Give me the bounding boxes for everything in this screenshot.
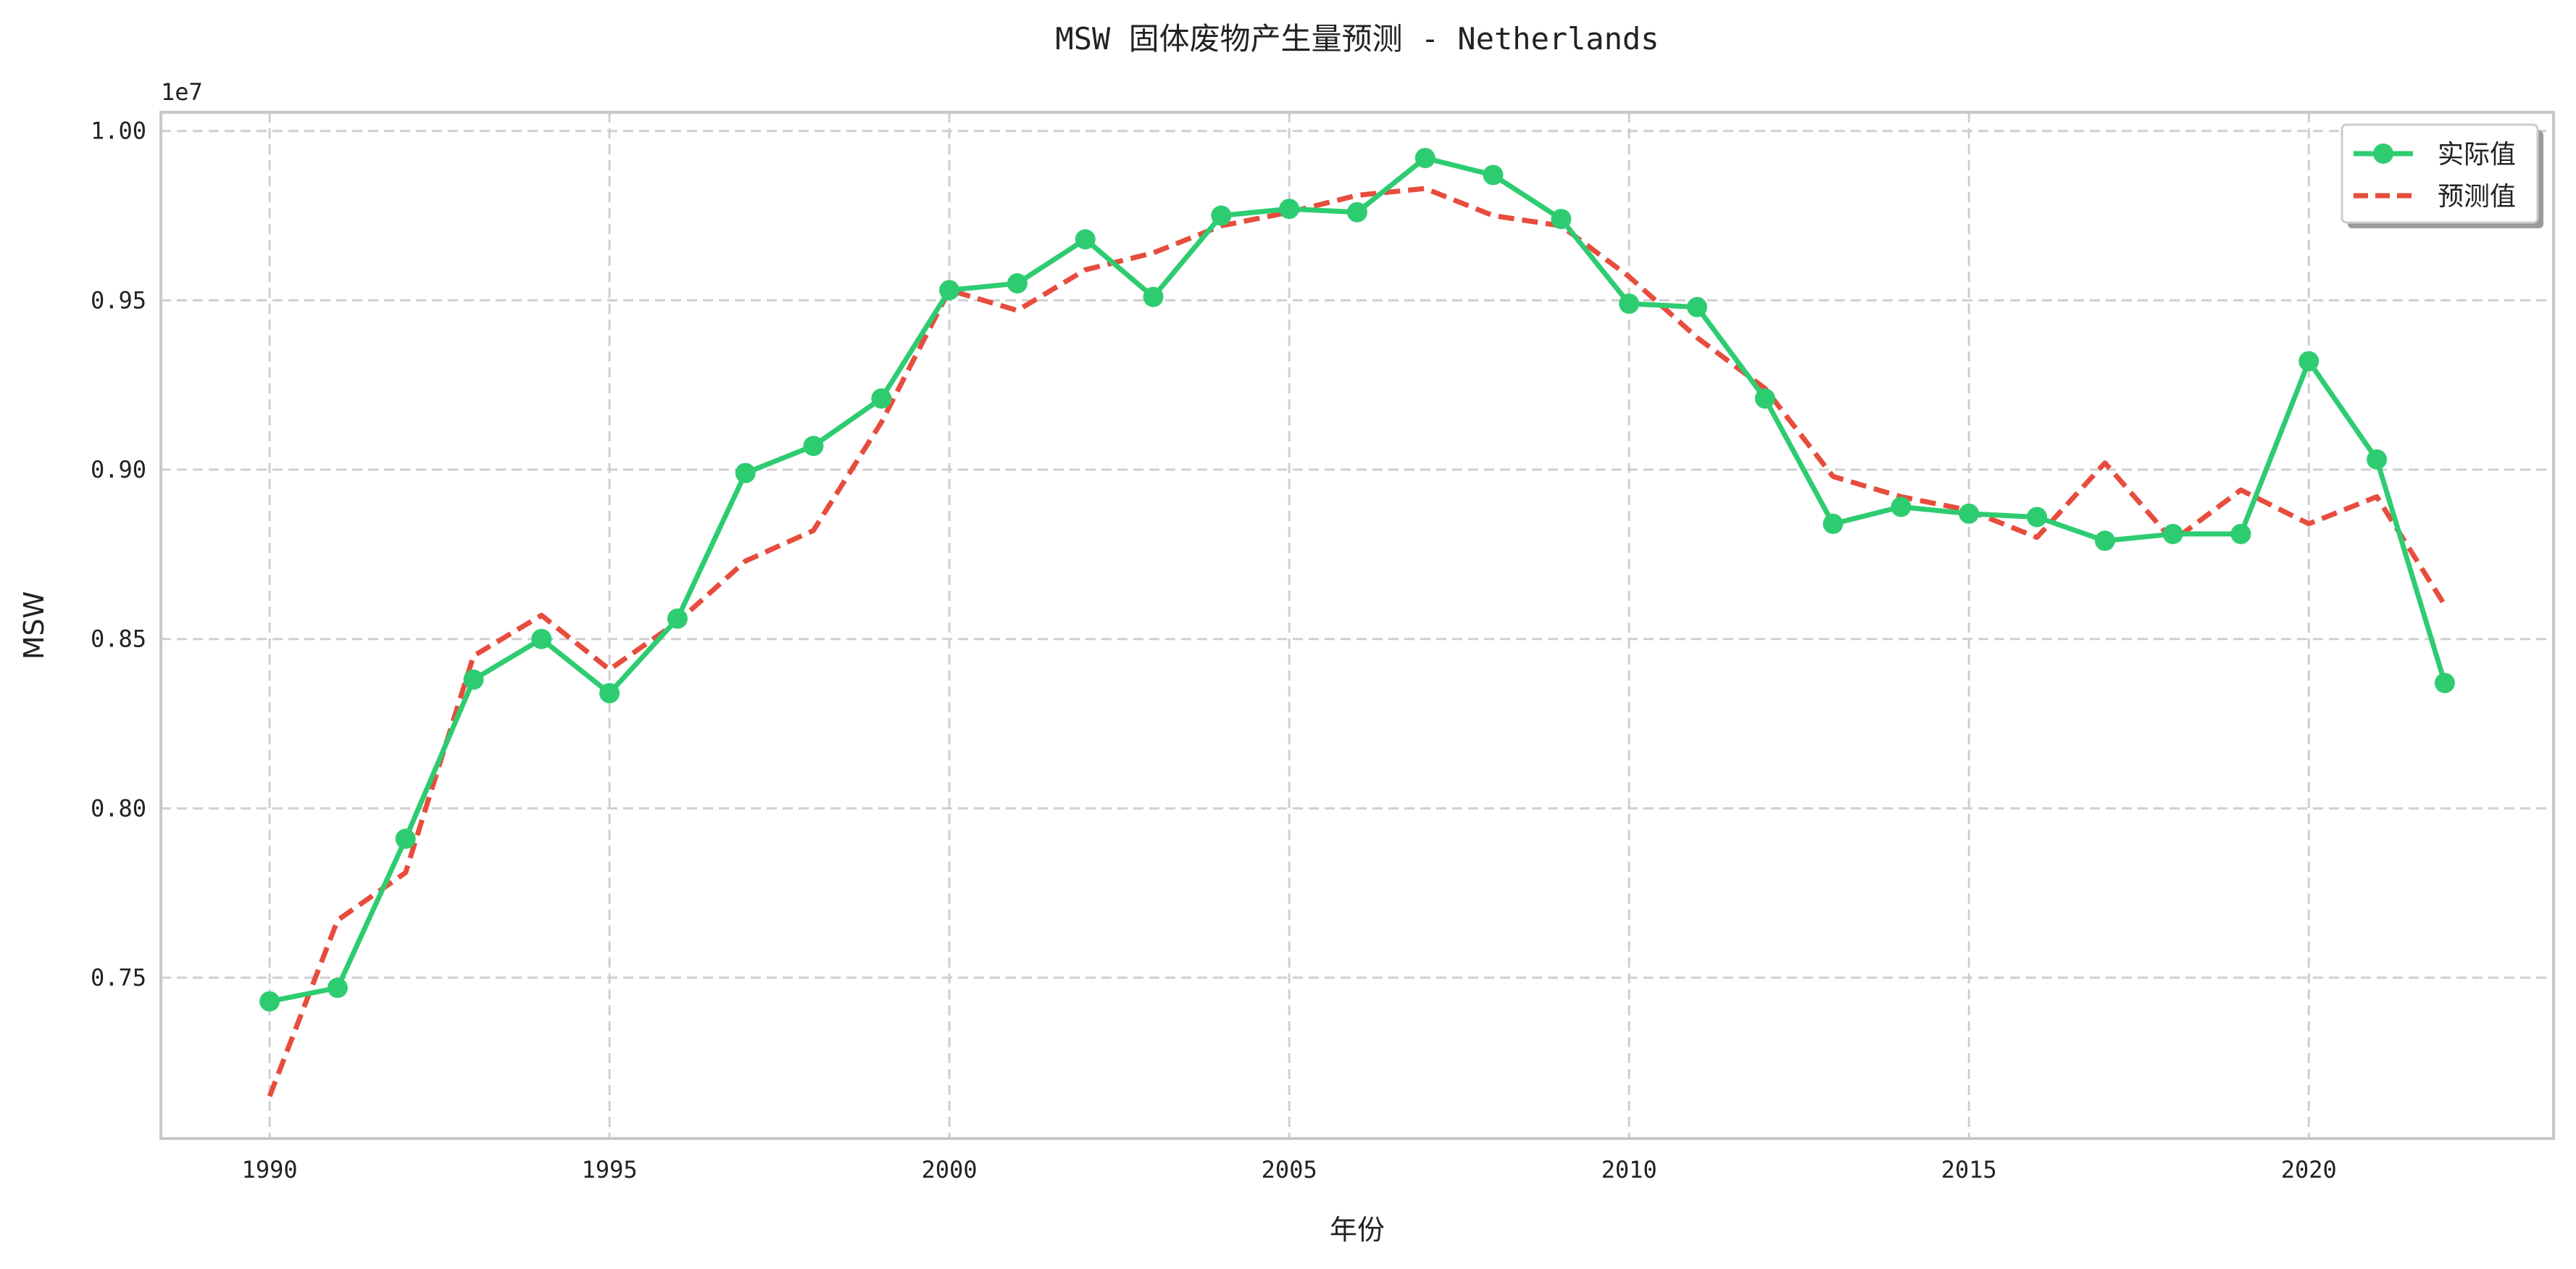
data-point-actual xyxy=(1551,209,1572,230)
data-point-actual xyxy=(2434,673,2455,694)
data-point-actual xyxy=(327,978,348,999)
data-point-actual xyxy=(1822,513,1843,534)
data-point-actual xyxy=(2367,449,2388,470)
y-axis-label: MSW xyxy=(18,591,50,660)
y-tick-label: 0.95 xyxy=(91,286,146,314)
x-tick-label: 2015 xyxy=(1941,1156,1997,1183)
series-line-actual xyxy=(269,155,2448,1004)
y-offset-label: 1e7 xyxy=(161,78,203,106)
y-tick-label: 0.80 xyxy=(91,794,146,822)
x-tick-label: 2020 xyxy=(2281,1156,2337,1183)
x-tick-label: 1990 xyxy=(242,1156,298,1183)
grid-layer xyxy=(161,112,2554,1139)
legend-actual-marker xyxy=(2373,143,2393,164)
series-line-predicted xyxy=(267,186,2447,1097)
data-point-actual xyxy=(803,436,824,457)
data-point-actual xyxy=(1211,205,1232,226)
chart-title: MSW 固体废物产生量预测 - Netherlands xyxy=(1055,21,1659,57)
y-tick-label: 0.85 xyxy=(91,625,146,653)
data-point-actual xyxy=(939,280,960,301)
data-point-actual xyxy=(1006,273,1028,294)
legend-actual-label: 实际值 xyxy=(2438,140,2516,170)
data-point-actual xyxy=(531,628,552,649)
series-layer xyxy=(259,148,2455,1097)
data-point-actual xyxy=(1687,296,1708,317)
y-axis-ticks: 0.75 0.80 0.85 0.90 0.95 1.00 xyxy=(91,117,146,991)
data-point-actual xyxy=(463,669,484,690)
data-point-actual xyxy=(599,683,620,704)
data-point-actual xyxy=(735,462,756,483)
x-tick-label: 2010 xyxy=(1601,1156,1657,1183)
plot-frame xyxy=(159,111,2555,1140)
data-point-actual xyxy=(1483,165,1504,186)
x-axis-ticks: 1990 1995 2000 2005 2010 2015 2020 xyxy=(242,1156,2337,1183)
data-point-actual xyxy=(2162,523,2183,544)
data-point-actual xyxy=(871,388,892,409)
data-point-actual xyxy=(1959,503,1980,524)
data-point-actual xyxy=(2298,351,2319,372)
data-point-actual xyxy=(2230,523,2251,544)
x-tick-label: 1995 xyxy=(582,1156,638,1183)
y-tick-label: 1.00 xyxy=(91,117,146,145)
y-tick-label: 0.90 xyxy=(91,456,146,483)
data-point-actual xyxy=(1347,201,1367,222)
data-point-actual xyxy=(1279,199,1300,220)
y-tick-label: 0.75 xyxy=(91,964,146,991)
x-tick-label: 2000 xyxy=(922,1156,978,1183)
legend-predicted-label: 预测值 xyxy=(2438,182,2516,212)
data-point-actual xyxy=(1754,388,1775,409)
data-point-actual xyxy=(2027,507,2048,528)
data-point-actual xyxy=(1619,294,1640,315)
x-axis-label: 年份 xyxy=(1330,1214,1385,1246)
data-point-actual xyxy=(1891,496,1912,517)
data-point-actual xyxy=(1414,148,1435,169)
data-point-actual xyxy=(1075,229,1096,250)
data-point-actual xyxy=(1143,286,1164,307)
legend: 实际值 预测值 xyxy=(2341,123,2543,228)
data-point-actual xyxy=(2094,531,2115,552)
data-point-actual xyxy=(395,828,416,849)
data-point-actual xyxy=(667,608,688,629)
x-tick-label: 2005 xyxy=(1262,1156,1317,1183)
data-point-actual xyxy=(259,991,280,1012)
